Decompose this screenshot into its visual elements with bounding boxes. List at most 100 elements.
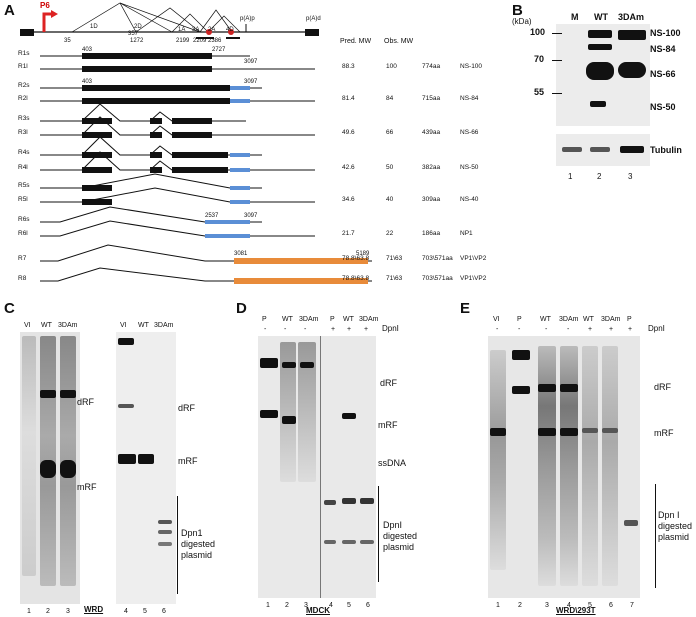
transcript-name: R8 [18, 275, 27, 282]
c-lane-vi-1: VI [24, 322, 31, 329]
d-gel [258, 336, 376, 598]
kda-label: (kDa) [512, 17, 532, 26]
transcript-name: R6l [18, 230, 28, 237]
transcript-obs-mw: 100 [386, 63, 397, 70]
d-dpn-row-label: DpnI [382, 324, 399, 333]
e-sign-5: + [588, 326, 593, 333]
c-mrf-3dam [60, 460, 76, 478]
lane-num-b3: 3 [628, 172, 633, 181]
transcript-protein: NS-100 [460, 63, 483, 70]
polya-proximal-label: p(A)p [240, 16, 255, 22]
transcript-name: R4s [18, 149, 30, 156]
e-sign-6: + [609, 326, 614, 333]
transcript-protein: NP1 [460, 230, 473, 237]
e-lane-7: P [627, 316, 632, 323]
e-num-1: 1 [496, 602, 500, 609]
c-mrf-wt [40, 460, 56, 478]
coord-r7-start: 3081 [234, 251, 248, 257]
e-label-mrf: mRF [654, 428, 674, 438]
coord-r6-start: 2537 [205, 213, 219, 219]
e-lane-4: 3DAm [559, 316, 579, 323]
coord-r6-end: 3097 [244, 213, 258, 219]
transcript-obs-mw: 66 [386, 129, 394, 136]
label-ns50: NS-50 [650, 102, 676, 112]
transcript-obs-mw: 71\63 [386, 255, 403, 262]
d-label-mrf: mRF [378, 420, 398, 430]
coord-r2-end: 3097 [244, 79, 258, 85]
e-num-7: 7 [630, 602, 634, 609]
acceptor-2a: 2A [208, 27, 216, 33]
c-label-mrf-left: mRF [77, 482, 97, 492]
transcript-aa: 309aa [422, 196, 441, 203]
c-lane-3dam-2: 3DAm [154, 322, 174, 329]
e-num-2: 2 [518, 602, 522, 609]
transcript-pred-mw: 81.4 [342, 95, 355, 102]
c-num-4: 4 [124, 608, 128, 615]
d-lane-2: WT [282, 316, 293, 323]
c-cell-label: WRD [84, 605, 104, 614]
e-lane-2: P [517, 316, 522, 323]
coord-r1-end2: 3097 [244, 59, 258, 65]
e-sign-3: - [545, 326, 548, 333]
transcript-name: R5l [18, 196, 28, 203]
header-obs-mw: Obs. MW [384, 38, 414, 45]
coord-r7-end: 5189 [356, 251, 370, 257]
band-ns66-wt [586, 62, 614, 80]
polya-distal-label: p(A)d [306, 16, 321, 22]
donor-1d: 1D [90, 24, 98, 30]
transcript-name: R4l [18, 164, 28, 171]
band-ns66-3dam [618, 62, 646, 78]
transcript-obs-mw: 84 [386, 95, 394, 102]
panel-label-b: B [512, 2, 523, 19]
c-lane-wt-2: WT [138, 322, 149, 329]
c-mrf-wt2 [138, 454, 154, 464]
transcript-name: R6s [18, 216, 30, 223]
d-label-drf: dRF [380, 378, 398, 388]
panel-label-e: E [460, 300, 471, 317]
transcript-name: R1l [18, 63, 28, 70]
d-sign-1: - [264, 326, 267, 333]
d-num-4: 4 [329, 602, 333, 609]
e-num-5: 5 [588, 602, 592, 609]
marker-55: 55 [534, 87, 545, 97]
d-label-ssdna: ssDNA [378, 458, 407, 468]
e-label-drf: dRF [654, 382, 672, 392]
lane-wt: WT [594, 12, 608, 22]
transcript-protein: NS-50 [460, 164, 479, 171]
c-num-6: 6 [162, 608, 166, 615]
transcript-obs-mw: 40 [386, 196, 394, 203]
transcript-protein: NS-40 [460, 196, 479, 203]
coord-35: 35 [64, 38, 71, 44]
d-num-1: 1 [266, 602, 270, 609]
d-num-2: 2 [285, 602, 289, 609]
transcript-obs-mw: 50 [386, 164, 394, 171]
label-tubulin: Tubulin [650, 145, 682, 155]
panel-label-d: D [236, 300, 247, 317]
c-label-drf-right: dRF [178, 403, 196, 413]
transcript-pred-mw: 21.7 [342, 230, 355, 237]
d-label-dpn: DpnI digested plasmid [383, 520, 418, 552]
acceptor-3a: 3A [192, 27, 200, 33]
e-sign-7: + [628, 326, 633, 333]
d-sign-6: + [364, 326, 369, 333]
e-sign-4: - [567, 326, 570, 333]
transcript-name: R3s [18, 115, 30, 122]
band-ns50-wt [590, 101, 606, 107]
c-label-dpn: Dpn1 digested plasmid [181, 528, 216, 560]
d-sign-3: - [304, 326, 307, 333]
marker-70: 70 [534, 54, 545, 64]
band-ns100-wt [588, 30, 612, 38]
promoter-label: P6 [40, 1, 50, 10]
transcript-name: R3l [18, 129, 28, 136]
c-lane-vi-2: VI [120, 322, 127, 329]
donor-4d: 4D [226, 27, 234, 33]
band-tubulin-2 [590, 147, 610, 152]
transcript-name: R2s [18, 82, 30, 89]
transcript-aa: 715aa [422, 95, 441, 102]
header-pred-mw: Pred. MW [340, 38, 372, 45]
transcript-protein: NS-66 [460, 129, 479, 136]
band-tubulin-3 [620, 146, 644, 153]
e-lane-6: 3DAm [601, 316, 621, 323]
e-sign-1: - [496, 326, 499, 333]
